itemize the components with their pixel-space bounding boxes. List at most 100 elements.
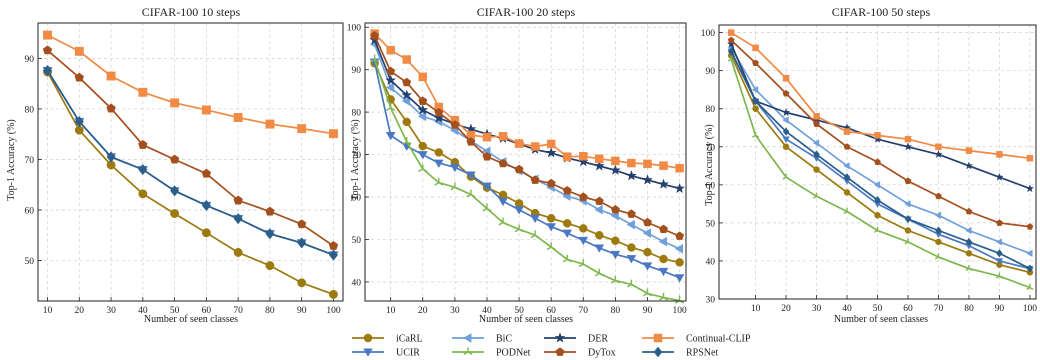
- series-line-bic: [730, 47, 1031, 255]
- data-point-podnet: [450, 182, 460, 191]
- data-point-der: [995, 172, 1004, 181]
- y-axis-label: Top-1 Accuracy (%): [6, 119, 17, 200]
- data-point-rpsnet: [935, 226, 942, 235]
- data-point-rpsnet: [265, 228, 275, 240]
- data-point-dytox: [42, 45, 53, 55]
- data-point-der: [903, 142, 913, 151]
- data-point-continual-clip: [170, 98, 180, 108]
- data-point-continual-clip: [595, 154, 604, 164]
- data-point-der: [934, 149, 943, 159]
- grid: [365, 23, 686, 301]
- x-tick-label: 80: [964, 304, 974, 314]
- data-point-podnet: [642, 288, 653, 297]
- data-point-rpsnet: [328, 249, 339, 261]
- data-point-ucir: [530, 214, 540, 224]
- data-point-dytox: [402, 77, 412, 87]
- data-point-dytox: [1026, 223, 1034, 230]
- data-point-icarl: [843, 189, 851, 196]
- data-point-bic: [751, 85, 759, 94]
- data-point-icarl: [265, 261, 275, 271]
- data-point-continual-clip: [935, 143, 942, 151]
- data-point-rpsnet: [233, 213, 243, 225]
- y-tick-label: 80: [25, 105, 35, 115]
- x-tick-label: 30: [812, 304, 822, 314]
- data-point-continual-clip: [201, 105, 211, 115]
- y-tick-label: 60: [25, 207, 35, 217]
- data-point-ucir: [466, 171, 476, 180]
- data-point-podnet: [530, 230, 540, 239]
- x-tick-label: 40: [482, 306, 492, 316]
- data-point-dytox: [106, 103, 116, 113]
- x-tick-label: 20: [75, 306, 85, 316]
- series-line-continual-clip: [47, 34, 334, 135]
- data-point-continual-clip: [482, 132, 492, 142]
- data-point-bic: [594, 204, 603, 215]
- legend-marker-der: [554, 332, 566, 343]
- data-point-ucir: [782, 136, 790, 143]
- data-point-ucir: [385, 132, 396, 141]
- legend-marker-podnet: [463, 347, 473, 356]
- data-point-podnet: [727, 55, 735, 62]
- data-point-der: [674, 182, 686, 194]
- data-point-dytox: [659, 224, 668, 234]
- data-point-der: [385, 74, 397, 85]
- data-point-podnet: [482, 203, 492, 212]
- legend-item-podnet: PODNet: [452, 347, 531, 359]
- data-point-der: [1025, 184, 1035, 193]
- legend-item-icarl: iCaRL: [352, 334, 423, 345]
- data-point-podnet: [594, 268, 604, 277]
- chart-panel-20-steps: CIFAR-100 20 steps Number of seen classe…: [347, 5, 687, 325]
- legend-item-der: DER: [544, 332, 608, 345]
- data-point-ucir: [546, 223, 557, 232]
- x-tick-label: 70: [934, 304, 944, 314]
- y-tick-label: 90: [352, 66, 362, 76]
- data-point-continual-clip: [74, 46, 84, 56]
- data-point-dytox: [874, 158, 881, 165]
- data-point-bic: [1026, 249, 1033, 258]
- data-point-icarl: [170, 209, 180, 219]
- x-tick-label: 60: [546, 306, 556, 316]
- series-continual-clip: [43, 30, 338, 139]
- data-point-bic: [385, 82, 395, 93]
- data-point-dytox: [904, 177, 912, 184]
- data-point-continual-clip: [530, 142, 540, 151]
- data-point-ucir: [514, 206, 524, 215]
- data-point-der: [609, 164, 621, 175]
- data-point-rpsnet: [904, 214, 912, 224]
- series-podnet: [727, 55, 1034, 290]
- data-point-dytox: [265, 206, 275, 216]
- data-point-continual-clip: [386, 45, 395, 55]
- legend-label: PODNet: [496, 348, 531, 359]
- data-point-rpsnet: [843, 173, 851, 182]
- data-point-dytox: [450, 120, 460, 129]
- data-point-continual-clip: [402, 55, 411, 64]
- data-point-ucir: [562, 229, 573, 238]
- data-point-dytox: [578, 192, 588, 201]
- data-point-icarl: [297, 278, 307, 288]
- chart-title: CIFAR-100 20 steps: [477, 5, 576, 19]
- data-point-icarl: [643, 247, 652, 257]
- data-point-icarl: [233, 248, 243, 257]
- legend-item-ucir: UCIR: [352, 348, 420, 359]
- y-tick-label: 70: [25, 156, 35, 166]
- legend-label: DyTox: [588, 348, 616, 359]
- plot-area: [369, 29, 686, 304]
- data-point-bic: [642, 228, 651, 238]
- data-point-podnet: [498, 217, 508, 226]
- series-ucir: [42, 66, 339, 261]
- data-point-der: [401, 89, 413, 100]
- data-point-continual-clip: [727, 29, 735, 36]
- data-point-rpsnet: [1026, 264, 1034, 273]
- data-point-continual-clip: [843, 128, 851, 135]
- data-point-dytox: [727, 36, 735, 44]
- y-tick-label: 60: [706, 181, 716, 191]
- data-point-continual-clip: [965, 147, 973, 154]
- data-point-continual-clip: [43, 30, 52, 40]
- data-point-podnet: [386, 103, 396, 111]
- x-tick-label: 50: [873, 304, 883, 314]
- legend-marker-icarl: [363, 333, 373, 343]
- data-point-ucir: [578, 236, 589, 246]
- data-point-icarl: [562, 219, 572, 228]
- data-point-ucir: [433, 159, 444, 168]
- data-point-rpsnet: [201, 199, 211, 212]
